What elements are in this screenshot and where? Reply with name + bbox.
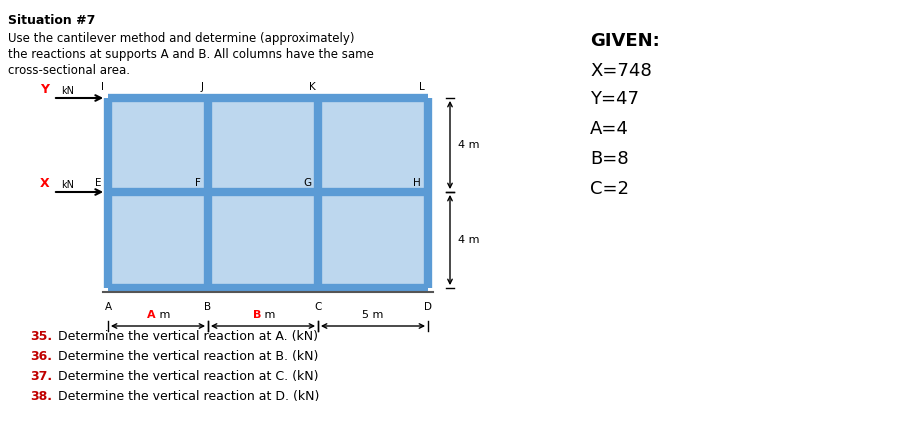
Text: 36.: 36.: [30, 350, 52, 363]
Text: A=4: A=4: [590, 120, 629, 138]
Text: Determine the vertical reaction at C. (kN): Determine the vertical reaction at C. (k…: [54, 370, 319, 383]
Text: B: B: [205, 302, 212, 312]
Text: B=8: B=8: [590, 150, 629, 168]
Text: kN: kN: [61, 86, 74, 96]
Text: H: H: [414, 178, 421, 188]
Text: cross-sectional area.: cross-sectional area.: [8, 64, 130, 77]
Text: kN: kN: [61, 180, 74, 190]
Text: G: G: [303, 178, 311, 188]
Text: 38.: 38.: [30, 390, 52, 403]
Text: C: C: [314, 302, 321, 312]
Text: Use the cantilever method and determine (approximately): Use the cantilever method and determine …: [8, 32, 354, 45]
Bar: [108, 98, 208, 192]
Text: A: A: [147, 310, 156, 320]
Text: X=748: X=748: [590, 62, 652, 80]
Text: GIVEN:: GIVEN:: [590, 32, 660, 50]
Text: E: E: [95, 178, 101, 188]
Text: m: m: [156, 310, 171, 320]
Text: J: J: [201, 82, 204, 92]
Text: Y=47: Y=47: [590, 90, 639, 108]
Text: 5 m: 5 m: [362, 310, 383, 320]
Text: 4 m: 4 m: [458, 235, 479, 245]
Text: the reactions at supports A and B. All columns have the same: the reactions at supports A and B. All c…: [8, 48, 374, 61]
Text: 37.: 37.: [30, 370, 52, 383]
Text: C=2: C=2: [590, 180, 629, 198]
Text: Y: Y: [40, 83, 49, 96]
Text: F: F: [195, 178, 201, 188]
Text: K: K: [309, 82, 315, 92]
Text: I: I: [100, 82, 103, 92]
Text: A: A: [104, 302, 111, 312]
Text: Determine the vertical reaction at D. (kN): Determine the vertical reaction at D. (k…: [54, 390, 320, 403]
Bar: [208, 192, 318, 288]
Text: m: m: [261, 310, 276, 320]
Bar: [108, 192, 208, 288]
Text: D: D: [424, 302, 432, 312]
Text: Determine the vertical reaction at B. (kN): Determine the vertical reaction at B. (k…: [54, 350, 319, 363]
Text: L: L: [419, 82, 425, 92]
Text: X: X: [39, 177, 49, 190]
Text: Determine the vertical reaction at A. (kN): Determine the vertical reaction at A. (k…: [54, 330, 318, 343]
Text: Situation #7: Situation #7: [8, 14, 95, 27]
Text: 35.: 35.: [30, 330, 52, 343]
Text: B: B: [253, 310, 261, 320]
Bar: [318, 192, 428, 288]
Bar: [318, 98, 428, 192]
Bar: [208, 98, 318, 192]
Text: 4 m: 4 m: [458, 140, 479, 150]
